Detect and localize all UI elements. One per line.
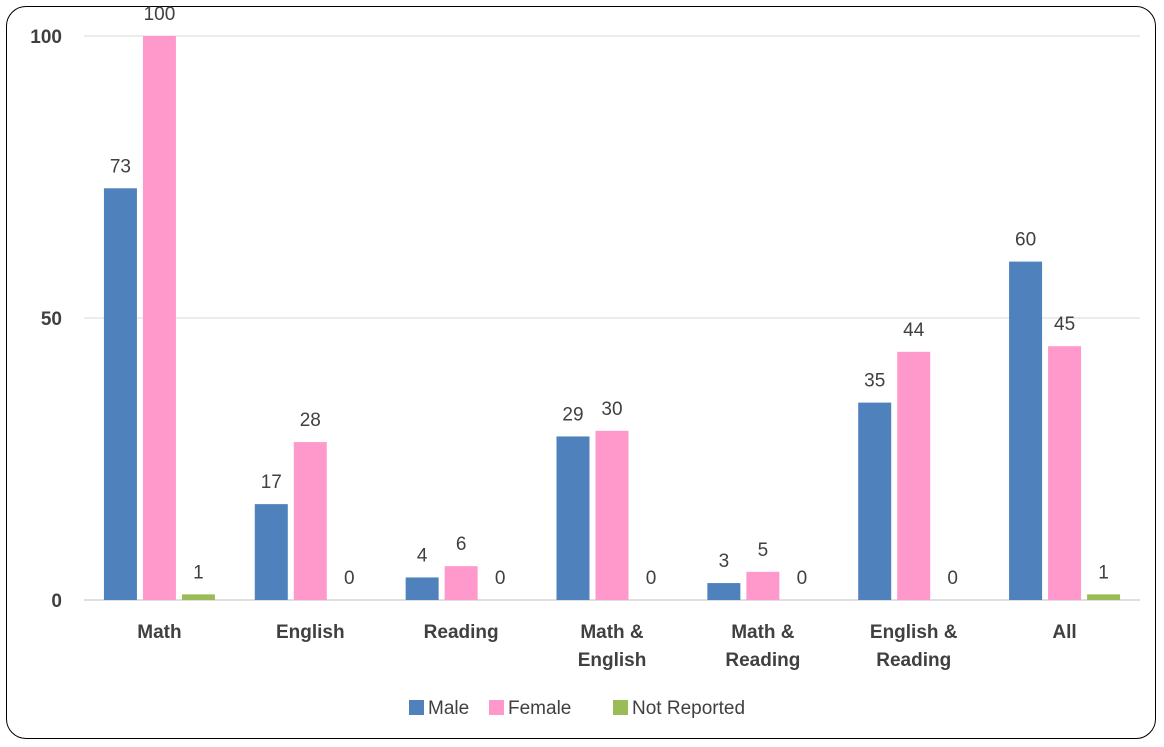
bar-female [746, 571, 780, 600]
bar-male [254, 504, 288, 600]
data-label: 0 [797, 568, 808, 589]
bar-female [1048, 346, 1082, 600]
legend-swatch [409, 700, 424, 715]
bar-male [405, 577, 439, 600]
bar-female [444, 566, 478, 600]
data-label: 60 [1015, 230, 1036, 251]
legend-label: Not Reported [632, 698, 745, 719]
bar-female [595, 430, 629, 600]
category-label: Math & Reading [725, 622, 800, 671]
bar-female [142, 36, 176, 600]
data-label: 4 [417, 545, 428, 566]
data-label: 44 [903, 320, 925, 341]
data-label: 45 [1054, 314, 1075, 335]
data-label: 35 [864, 371, 885, 392]
data-label: 0 [344, 568, 355, 589]
bar-male [556, 436, 590, 600]
bar-not-reported [181, 594, 215, 600]
y-tick-label: 100 [30, 27, 62, 48]
data-label: 0 [495, 568, 506, 589]
bar-female [293, 442, 327, 600]
legend-swatch [613, 700, 628, 715]
y-tick-label: 0 [51, 591, 62, 612]
legend: Male Female Not Reported [409, 698, 745, 719]
data-label: 6 [456, 534, 467, 555]
legend-label: Female [508, 698, 571, 719]
data-label: 3 [719, 551, 730, 572]
category-label: Reading [424, 622, 499, 643]
bar-female [897, 351, 931, 600]
data-label: 0 [646, 568, 657, 589]
bar-male [103, 188, 137, 600]
data-label: 1 [193, 562, 204, 583]
data-label: 17 [261, 472, 282, 493]
data-label: 29 [562, 404, 583, 425]
category-label: English & Reading [870, 622, 958, 671]
y-axis-ticks: 0 50 100 [30, 27, 62, 612]
bar-male [1009, 261, 1043, 600]
category-label: Math [137, 622, 181, 643]
bar-male [858, 402, 892, 600]
data-label: 73 [110, 156, 131, 177]
bars [103, 36, 1121, 600]
category-label: All [1052, 622, 1076, 643]
y-tick-label: 50 [41, 309, 62, 330]
category-label: English [276, 622, 345, 643]
data-label: 30 [601, 399, 622, 420]
bar-male [707, 583, 741, 600]
data-label: 28 [300, 410, 321, 431]
x-axis-categories: Math English Reading Math & English Math & Rea… [137, 622, 1076, 671]
data-label: 100 [144, 4, 176, 25]
data-label: 1 [1098, 562, 1109, 583]
category-label: Math & English [578, 622, 647, 671]
chart-frame [6, 6, 1156, 739]
data-label: 5 [758, 540, 769, 561]
legend-swatch [489, 700, 504, 715]
legend-label: Male [428, 698, 469, 719]
data-label: 0 [947, 568, 958, 589]
bar-not-reported [1087, 594, 1121, 600]
